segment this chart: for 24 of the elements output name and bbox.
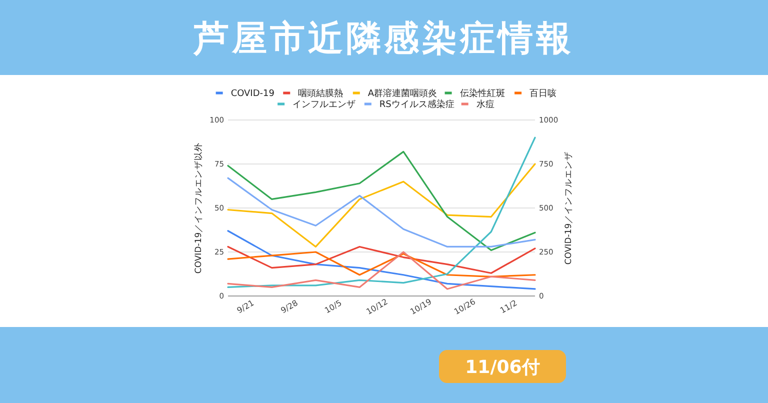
line-series <box>227 163 536 248</box>
x-tick-label: 9/21 <box>236 298 256 316</box>
line-series <box>227 251 536 290</box>
legend-label: RSウイルス感染症 <box>379 99 454 110</box>
line-series <box>227 177 536 248</box>
text: 11/06付 <box>465 357 540 378</box>
legend-label: A群溶連菌咽頭炎 <box>368 88 438 100</box>
legend-label: 伝染性紅斑 <box>460 88 505 100</box>
line-series <box>227 150 536 252</box>
x-tick-label: 9/28 <box>279 298 300 316</box>
x-tick-label: 10/5 <box>323 298 344 316</box>
legend-label: 百日咳 <box>530 88 557 100</box>
legend-label: インフルエンザ <box>292 99 356 110</box>
legend-label: COVID-19 <box>230 89 275 100</box>
line-series <box>227 230 536 290</box>
x-tick-label: 11/2 <box>498 298 519 316</box>
line-series <box>227 136 536 288</box>
line-series <box>227 251 536 278</box>
y2-axis-title: COVID-19／インフルエンザ <box>563 151 574 265</box>
line-series <box>227 246 536 274</box>
legend-label: 水痘 <box>476 99 494 110</box>
chart-title: 芦屋市近隣感染症情報 <box>193 19 574 59</box>
legend-label: 咽頭結膜熱 <box>298 88 344 100</box>
y-axis-title: COVID-19／インフルエンザ以外 <box>193 142 204 274</box>
